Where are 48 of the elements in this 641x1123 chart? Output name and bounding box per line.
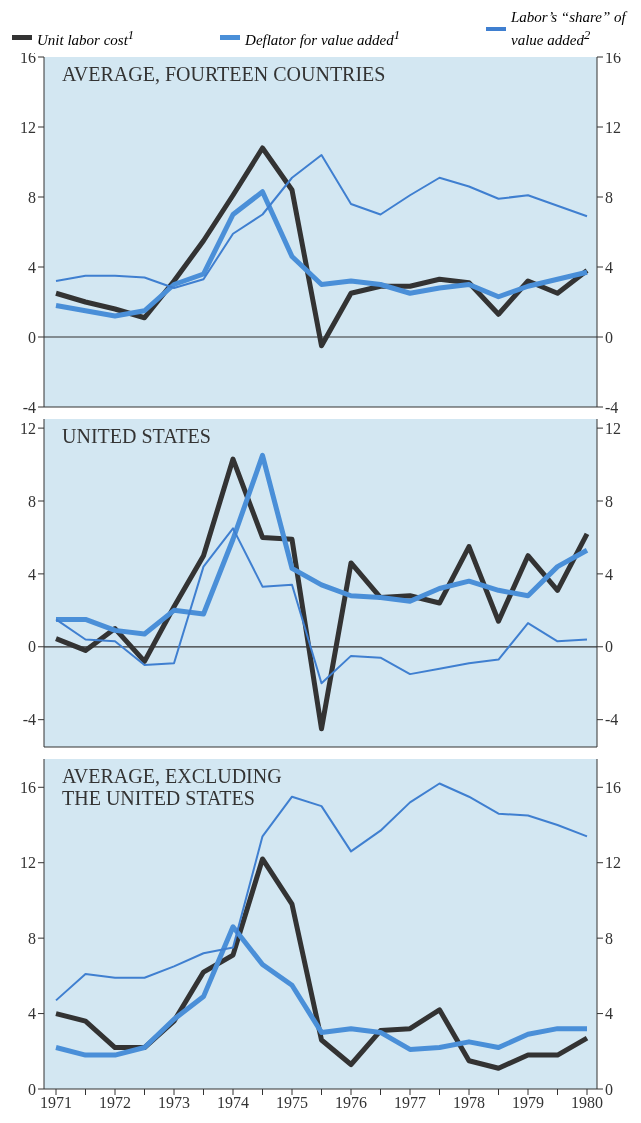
y-tick-label: 4 <box>28 1005 36 1023</box>
y-tick-label: 4 <box>28 565 36 583</box>
y-tick-label: 8 <box>28 929 36 947</box>
x-tick-label: 1979 <box>512 1094 544 1112</box>
y2-tick-label: 8 <box>605 188 613 206</box>
x-tick-label: 1980 <box>571 1094 603 1112</box>
y-tick-label: 0 <box>28 1080 36 1098</box>
y2-tick-label: 16 <box>605 778 621 796</box>
y2-tick-label: 4 <box>605 258 613 276</box>
x-tick-label: 1976 <box>335 1094 367 1112</box>
y-tick-label: 12 <box>20 419 36 437</box>
y-tick-label: 0 <box>28 328 36 346</box>
chart-title: UNITED STATES <box>62 425 211 447</box>
y2-tick-label: 8 <box>605 492 613 510</box>
x-tick-label: 1975 <box>276 1094 308 1112</box>
y-tick-label: 12 <box>20 118 36 136</box>
y-tick-label: -4 <box>22 711 36 729</box>
legend-label: Labor’s “share” of value added$^{2}$ <box>510 8 629 49</box>
y2-tick-label: 12 <box>605 419 621 437</box>
y2-tick-label: -4 <box>605 711 619 729</box>
x-tick-label: 1972 <box>99 1094 131 1112</box>
legend-label: Deflator for value added$^{1}$ <box>245 27 401 49</box>
y-tick-label: -4 <box>22 398 36 416</box>
y2-tick-label: 0 <box>605 328 613 346</box>
y2-tick-label: 12 <box>605 854 621 872</box>
y2-tick-label: 12 <box>605 118 621 136</box>
y-tick-label: 16 <box>20 778 36 796</box>
y2-tick-label: 4 <box>605 1005 613 1023</box>
chart-title: AVERAGE, FOURTEEN COUNTRIES <box>62 63 386 85</box>
y-tick-label: 16 <box>20 48 36 66</box>
y-tick-label: 12 <box>20 854 36 872</box>
text: AVERAGE, EXCLUDING THE UNITED STATES <box>62 765 283 809</box>
y2-tick-label: 4 <box>605 565 613 583</box>
y-tick-label: 8 <box>28 188 36 206</box>
y-tick-label: 4 <box>28 258 36 276</box>
y2-tick-label: 16 <box>605 48 621 66</box>
y-tick-label: 0 <box>28 638 36 656</box>
y2-tick-label: 0 <box>605 1080 613 1098</box>
y2-tick-label: 8 <box>605 929 613 947</box>
x-tick-label: 1974 <box>217 1094 249 1112</box>
x-tick-label: 1978 <box>453 1094 485 1112</box>
y2-tick-label: -4 <box>605 398 619 416</box>
legend-label: Unit labor cost$^{1}$ <box>37 27 135 49</box>
x-tick-label: 1973 <box>158 1094 190 1112</box>
x-tick-label: 1977 <box>394 1094 426 1112</box>
y-tick-label: 8 <box>28 492 36 510</box>
y2-tick-label: 0 <box>605 638 613 656</box>
x-tick-label: 1971 <box>40 1094 72 1112</box>
